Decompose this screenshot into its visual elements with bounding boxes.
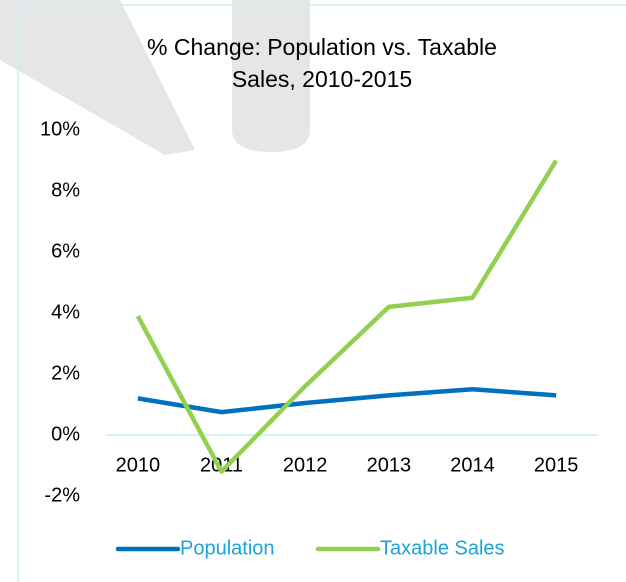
- legend-label: Taxable Sales: [380, 537, 505, 559]
- y-tick-label: 4%: [51, 301, 80, 323]
- chart-title: Sales, 2010-2015: [232, 66, 412, 92]
- x-tick-label: 2010: [116, 454, 161, 476]
- y-tick-label: 10%: [40, 118, 80, 140]
- background-watermark: [0, 0, 310, 155]
- x-tick-label: 2015: [534, 454, 579, 476]
- series-line: [135, 159, 559, 474]
- x-tick-label: 2012: [283, 454, 328, 476]
- legend-label: Population: [180, 537, 275, 559]
- y-tick-label: 8%: [51, 179, 80, 201]
- y-tick-label: 0%: [51, 423, 80, 445]
- x-tick-label: 2013: [367, 454, 412, 476]
- series-line: [137, 387, 557, 415]
- y-tick-label: 6%: [51, 240, 80, 262]
- chart-title: % Change: Population vs. Taxable: [147, 34, 497, 60]
- y-tick-label: -2%: [44, 484, 80, 506]
- x-tick-label: 2014: [450, 454, 495, 476]
- y-tick-label: 2%: [51, 362, 80, 384]
